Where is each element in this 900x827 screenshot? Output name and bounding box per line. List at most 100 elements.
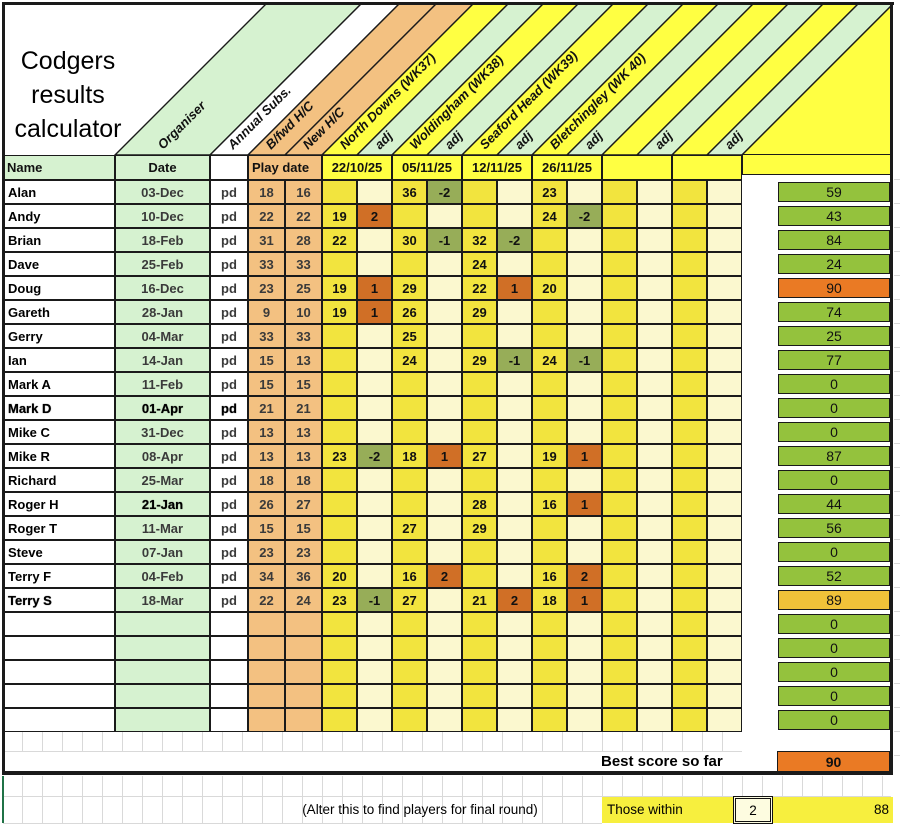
cell-score[interactable] [532,372,567,396]
cell-new-hc[interactable]: 13 [285,444,322,468]
cell-adj[interactable] [497,396,532,420]
cell-adj[interactable] [567,228,602,252]
cell-bfwd-hc[interactable]: 23 [248,276,285,300]
cell-adj[interactable] [637,348,672,372]
cell-score[interactable] [392,612,427,636]
cell-adj[interactable] [427,324,462,348]
cell-score[interactable] [672,444,707,468]
cell-score[interactable] [532,228,567,252]
cell-date[interactable] [115,684,210,708]
cell-adj[interactable] [497,636,532,660]
cell-bfwd-hc[interactable]: 18 [248,180,285,204]
cell-score[interactable] [602,396,637,420]
cell-date[interactable]: 21-Jan [115,492,210,516]
cell-adj[interactable] [567,684,602,708]
cell-adj[interactable] [357,228,392,252]
cell-new-hc[interactable]: 36 [285,564,322,588]
cell-adj[interactable] [427,348,462,372]
cell-adj[interactable] [427,372,462,396]
cell-score[interactable] [322,252,357,276]
cell-score[interactable]: 21 [462,588,497,612]
cell-adj[interactable] [357,540,392,564]
cell-score[interactable] [322,612,357,636]
cell-adj[interactable] [357,180,392,204]
cell-adj[interactable] [497,564,532,588]
cell-score[interactable] [322,324,357,348]
cell-date[interactable]: 18-Feb [115,228,210,252]
cell-adj[interactable] [637,708,672,732]
cell-adj[interactable]: -1 [497,348,532,372]
cell-score[interactable] [462,420,497,444]
cell-new-hc[interactable]: 25 [285,276,322,300]
cell-score[interactable] [462,324,497,348]
cell-adj[interactable] [497,300,532,324]
cell-paid[interactable]: pd [210,324,248,348]
cell-name[interactable]: Ian [3,348,115,372]
cell-score[interactable] [462,180,497,204]
cell-adj[interactable] [427,684,462,708]
cell-adj[interactable]: -1 [427,228,462,252]
cell-score[interactable] [672,588,707,612]
cell-score[interactable] [602,444,637,468]
cell-adj[interactable] [637,396,672,420]
cell-adj[interactable] [357,396,392,420]
cell-adj[interactable] [427,588,462,612]
cell-adj[interactable] [707,228,742,252]
cell-adj[interactable]: -2 [357,444,392,468]
cell-adj[interactable] [497,468,532,492]
cell-score[interactable]: 16 [532,564,567,588]
cell-bfwd-hc[interactable] [248,708,285,732]
cell-adj[interactable] [637,372,672,396]
cell-bfwd-hc[interactable]: 13 [248,444,285,468]
cell-new-hc[interactable]: 24 [285,588,322,612]
cell-adj[interactable] [637,180,672,204]
cell-score[interactable]: 20 [532,276,567,300]
cell-score[interactable]: 18 [392,444,427,468]
cell-score[interactable] [602,300,637,324]
cell-new-hc[interactable]: 28 [285,228,322,252]
cell-adj[interactable] [497,684,532,708]
cell-bfwd-hc[interactable]: 13 [248,420,285,444]
cell-adj[interactable]: -2 [427,180,462,204]
cell-paid[interactable] [210,708,248,732]
cell-date[interactable]: 11-Mar [115,516,210,540]
cell-adj[interactable] [357,324,392,348]
cell-score[interactable] [322,492,357,516]
cell-score[interactable] [322,636,357,660]
cell-score[interactable] [672,324,707,348]
cell-bfwd-hc[interactable]: 21 [248,396,285,420]
cell-adj[interactable] [707,516,742,540]
cell-score[interactable] [602,180,637,204]
cell-name[interactable]: Mike R [3,444,115,468]
cell-adj[interactable] [567,180,602,204]
cell-bfwd-hc[interactable]: 34 [248,564,285,588]
cell-date[interactable]: 07-Jan [115,540,210,564]
cell-score[interactable] [392,708,427,732]
cell-name[interactable]: Doug [3,276,115,300]
cell-name[interactable]: Roger H [3,492,115,516]
cell-score[interactable] [602,492,637,516]
cell-adj[interactable] [427,420,462,444]
cell-bfwd-hc[interactable]: 33 [248,324,285,348]
cell-score[interactable]: 16 [532,492,567,516]
cell-adj[interactable] [707,372,742,396]
cell-adj[interactable] [637,324,672,348]
cell-score[interactable] [322,468,357,492]
cell-adj[interactable] [357,564,392,588]
cell-adj[interactable] [567,324,602,348]
cell-date[interactable] [115,660,210,684]
cell-adj[interactable] [707,708,742,732]
cell-score[interactable] [322,180,357,204]
cell-score[interactable] [322,540,357,564]
cell-new-hc[interactable] [285,612,322,636]
cell-score[interactable] [672,564,707,588]
cell-paid[interactable]: pd [210,204,248,228]
cell-new-hc[interactable]: 33 [285,252,322,276]
cell-score[interactable] [672,468,707,492]
cell-score[interactable] [602,540,637,564]
cell-paid[interactable]: pd [210,492,248,516]
cell-name[interactable]: Mike C [3,420,115,444]
cell-new-hc[interactable]: 27 [285,492,322,516]
cell-score[interactable]: 29 [462,348,497,372]
cell-name[interactable]: Mark D [3,396,115,420]
